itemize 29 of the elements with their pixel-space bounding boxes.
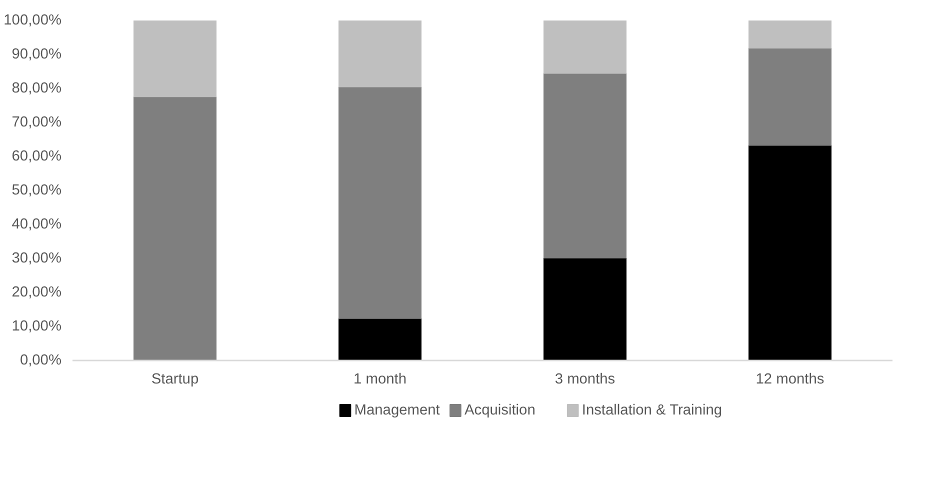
legend-label: Acquisition [464, 402, 536, 418]
y-tick-label: 100,00% [4, 12, 62, 28]
y-tick-label: 80,00% [12, 80, 62, 96]
y-tick-label: 50,00% [12, 182, 62, 198]
y-tick-label: 10,00% [12, 318, 62, 334]
bar [544, 20, 626, 74]
bar [748, 48, 832, 146]
bar [748, 20, 832, 49]
x-tick-label: 1 month [354, 372, 406, 388]
bar [338, 20, 422, 88]
y-tick-label: 90,00% [12, 46, 62, 62]
bar [748, 144, 832, 360]
bar [134, 96, 216, 360]
x-tick-label: 12 months [756, 372, 824, 388]
bar [134, 20, 216, 98]
y-tick-label: 60,00% [12, 148, 62, 164]
y-tick-label: 20,00% [12, 284, 62, 300]
x-tick-label: 3 months [554, 372, 616, 388]
y-tick-label: 30,00% [12, 250, 62, 266]
legend-label: Installation & Training [582, 402, 722, 418]
bar [544, 72, 626, 258]
y-tick-label: 40,00% [12, 216, 62, 232]
legend-label: Management [354, 402, 440, 418]
bar [338, 318, 422, 360]
bar [338, 86, 422, 319]
y-tick-label: 70,00% [12, 114, 62, 130]
bar [544, 257, 626, 360]
y-tick-label: 0,00% [20, 352, 62, 368]
x-tick-label: Startup [151, 372, 199, 388]
